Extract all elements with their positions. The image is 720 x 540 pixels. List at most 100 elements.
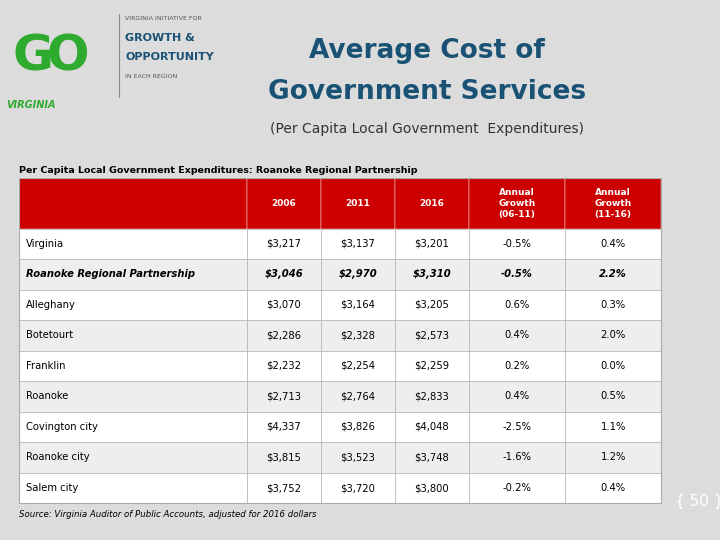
Bar xyxy=(19,320,247,350)
Text: $3,720: $3,720 xyxy=(341,483,375,493)
Text: Salem city: Salem city xyxy=(26,483,78,493)
Text: OPPORTUNITY: OPPORTUNITY xyxy=(125,52,215,62)
Bar xyxy=(247,228,321,259)
Text: Virginia: Virginia xyxy=(26,239,64,249)
Bar xyxy=(247,442,321,472)
Bar xyxy=(247,178,321,228)
Bar xyxy=(565,411,661,442)
Bar xyxy=(19,178,247,228)
Bar xyxy=(321,259,395,289)
Text: -0.5%: -0.5% xyxy=(503,239,531,249)
Bar xyxy=(565,442,661,472)
Bar xyxy=(19,289,247,320)
Text: G: G xyxy=(12,33,53,80)
Text: IN EACH REGION: IN EACH REGION xyxy=(125,74,178,79)
Bar xyxy=(247,289,321,320)
Bar xyxy=(321,442,395,472)
Bar xyxy=(395,228,469,259)
Text: $3,164: $3,164 xyxy=(341,300,375,310)
Text: { 50 }: { 50 } xyxy=(675,494,720,509)
Bar xyxy=(469,228,565,259)
Text: 1.1%: 1.1% xyxy=(600,422,626,432)
Text: $3,205: $3,205 xyxy=(414,300,449,310)
Bar xyxy=(0,0,207,116)
Text: Alleghany: Alleghany xyxy=(26,300,76,310)
Bar xyxy=(469,259,565,289)
Bar xyxy=(247,411,321,442)
Bar xyxy=(469,350,565,381)
Text: $4,048: $4,048 xyxy=(414,422,449,432)
Bar xyxy=(565,259,661,289)
Bar xyxy=(321,228,395,259)
Bar xyxy=(321,411,395,442)
Text: 2.2%: 2.2% xyxy=(599,269,627,279)
Text: GROWTH &: GROWTH & xyxy=(125,33,195,43)
Text: $3,201: $3,201 xyxy=(414,239,449,249)
Bar xyxy=(395,411,469,442)
Text: $2,833: $2,833 xyxy=(414,392,449,401)
Text: Annual
Growth
(06-11): Annual Growth (06-11) xyxy=(498,188,536,219)
Bar xyxy=(395,350,469,381)
Text: 2006: 2006 xyxy=(271,199,297,208)
Text: 0.0%: 0.0% xyxy=(600,361,626,371)
Bar xyxy=(395,472,469,503)
Text: Franklin: Franklin xyxy=(26,361,66,371)
Bar xyxy=(19,350,247,381)
Bar xyxy=(395,442,469,472)
Text: $3,826: $3,826 xyxy=(341,422,375,432)
Bar xyxy=(565,228,661,259)
Bar xyxy=(469,320,565,350)
Text: Covington city: Covington city xyxy=(26,422,98,432)
Bar xyxy=(19,411,247,442)
Text: 2016: 2016 xyxy=(419,199,444,208)
Bar xyxy=(565,350,661,381)
Text: -0.5%: -0.5% xyxy=(501,269,533,279)
Text: 1.2%: 1.2% xyxy=(600,453,626,462)
Bar xyxy=(565,178,661,228)
Bar xyxy=(19,381,247,411)
Bar xyxy=(395,178,469,228)
Text: $2,259: $2,259 xyxy=(414,361,449,371)
Bar xyxy=(469,289,565,320)
Text: Roanoke Regional Partnership: Roanoke Regional Partnership xyxy=(26,269,195,279)
Bar xyxy=(19,259,247,289)
Text: Per Capita Local Government Expenditures: Roanoke Regional Partnership: Per Capita Local Government Expenditures… xyxy=(19,166,418,174)
Bar xyxy=(565,381,661,411)
Text: $2,713: $2,713 xyxy=(266,392,302,401)
Text: $3,752: $3,752 xyxy=(266,483,302,493)
Text: Government Services: Government Services xyxy=(269,79,586,105)
Bar xyxy=(321,178,395,228)
Bar xyxy=(247,472,321,503)
Bar xyxy=(565,320,661,350)
Text: Annual
Growth
(11-16): Annual Growth (11-16) xyxy=(595,188,631,219)
Bar xyxy=(565,472,661,503)
Bar xyxy=(19,472,247,503)
Text: Roanoke city: Roanoke city xyxy=(26,453,89,462)
Text: $2,286: $2,286 xyxy=(266,330,302,340)
Text: 0.3%: 0.3% xyxy=(600,300,626,310)
Text: Average Cost of: Average Cost of xyxy=(310,38,545,64)
Text: -0.2%: -0.2% xyxy=(503,483,531,493)
Bar xyxy=(321,381,395,411)
Bar xyxy=(19,228,247,259)
Text: (Per Capita Local Government  Expenditures): (Per Capita Local Government Expenditure… xyxy=(270,122,585,136)
Text: $2,970: $2,970 xyxy=(338,269,377,279)
Bar xyxy=(247,381,321,411)
Text: VIRGINIA: VIRGINIA xyxy=(6,100,55,110)
Text: $3,137: $3,137 xyxy=(341,239,375,249)
Text: $4,337: $4,337 xyxy=(266,422,301,432)
Text: Roanoke: Roanoke xyxy=(26,392,68,401)
Text: $3,310: $3,310 xyxy=(413,269,451,279)
Text: 0.4%: 0.4% xyxy=(504,392,529,401)
Bar xyxy=(469,411,565,442)
Bar xyxy=(321,350,395,381)
Text: -2.5%: -2.5% xyxy=(503,422,531,432)
Bar xyxy=(247,259,321,289)
Text: $2,254: $2,254 xyxy=(341,361,375,371)
Text: -1.6%: -1.6% xyxy=(503,453,531,462)
Text: 2.0%: 2.0% xyxy=(600,330,626,340)
Text: $3,748: $3,748 xyxy=(414,453,449,462)
Text: 0.2%: 0.2% xyxy=(504,361,529,371)
Text: $3,217: $3,217 xyxy=(266,239,302,249)
Text: O: O xyxy=(46,33,89,80)
